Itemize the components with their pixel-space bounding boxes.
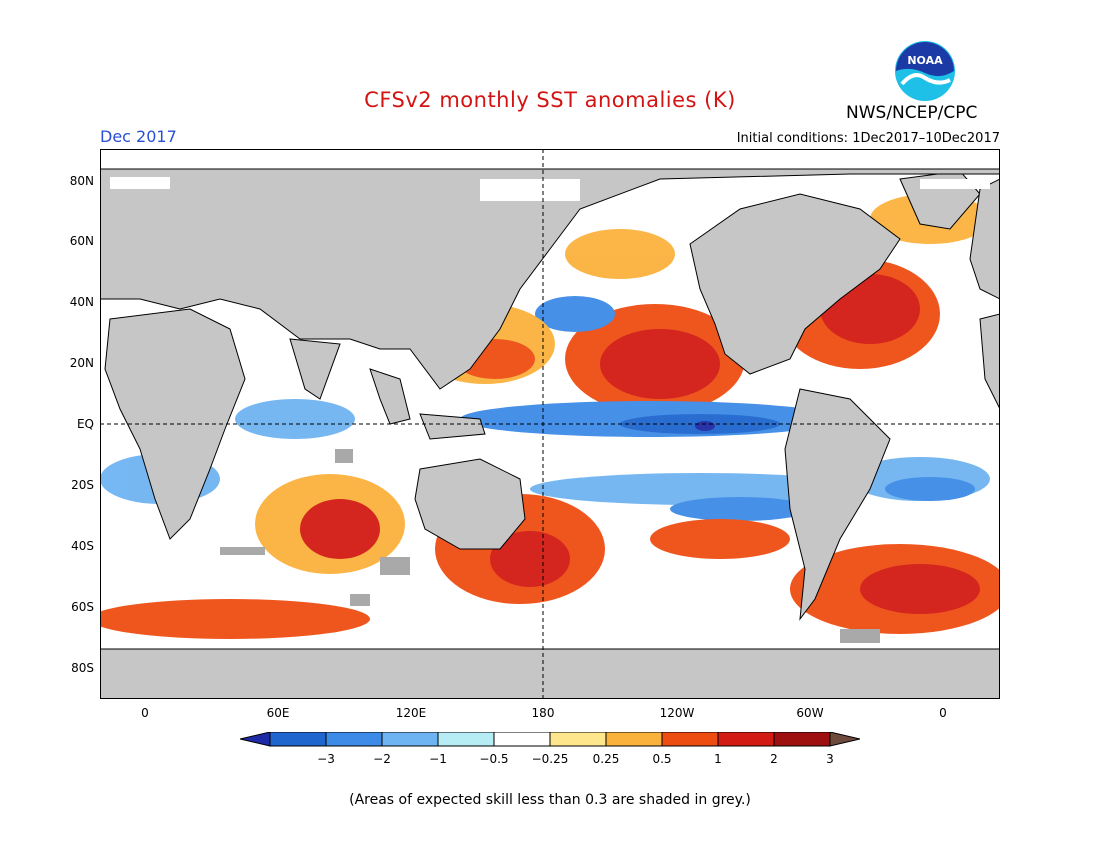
low-skill-patches	[220, 449, 880, 643]
lon-label: 60W	[796, 706, 824, 720]
colorbar-segment	[605, 732, 663, 747]
north-america	[689, 193, 901, 375]
sea-ice-patches	[110, 177, 990, 201]
colorbar-tick-label: 0.25	[592, 752, 620, 766]
lat-label: 80S	[71, 661, 94, 675]
lat-label: 80N	[69, 174, 94, 188]
lon-label: 0	[141, 706, 149, 720]
lon-label: 180	[531, 706, 555, 720]
colorbar-segment	[325, 732, 383, 747]
south-america	[784, 388, 891, 621]
colorbar-segment	[437, 732, 495, 747]
lon-label: 0	[939, 706, 947, 720]
colorbar	[240, 732, 860, 747]
colorbar-tick-label: −1	[429, 752, 447, 766]
colorbar-tick-label: 3	[826, 752, 834, 766]
indonesia	[419, 413, 486, 440]
colorbar-tick-label: −0.5	[479, 752, 509, 766]
colorbar-segment	[269, 732, 327, 747]
lat-label: 60S	[71, 600, 94, 614]
colorbar-segment	[717, 732, 775, 747]
colorbar-segment	[549, 732, 607, 747]
colorbar-tick-label: 1	[714, 752, 722, 766]
lat-label: 40N	[69, 295, 94, 309]
colorbar-tick-label: −0.25	[531, 752, 569, 766]
colorbar-segment	[493, 732, 551, 747]
sst-anomaly-map	[100, 149, 1000, 699]
lat-label: 20S	[71, 478, 94, 492]
colorbar-segment	[661, 732, 719, 747]
europe-wrap	[969, 178, 1000, 300]
colorbar-min-arrow	[240, 732, 271, 747]
noaa-logo-icon: NOAA	[895, 41, 955, 101]
lon-label: 60E	[266, 706, 290, 720]
colorbar-max-arrow	[829, 732, 860, 747]
agency-label: NWS/NCEP/CPC	[846, 103, 978, 123]
svg-text:NOAA: NOAA	[907, 54, 943, 67]
eurasia	[100, 168, 1000, 390]
month-label: Dec 2017	[100, 127, 177, 146]
lat-label: 40S	[71, 539, 94, 553]
lon-label: 120W	[659, 706, 695, 720]
colorbar-tick-label: −3	[317, 752, 335, 766]
lat-label: 60N	[69, 234, 94, 248]
lat-label: 20N	[69, 356, 94, 370]
colorbar-segment	[773, 732, 831, 747]
lat-label: EQ	[76, 417, 94, 431]
antarctica	[100, 648, 1000, 699]
africa	[104, 308, 246, 540]
india	[289, 338, 341, 400]
colorbar-tick-label: 2	[770, 752, 778, 766]
australia	[414, 458, 526, 550]
southeast-asia	[369, 368, 411, 425]
colorbar-tick-label: 0.5	[652, 752, 672, 766]
colorbar-segment	[381, 732, 439, 747]
lon-label: 120E	[395, 706, 427, 720]
initial-conditions: Initial conditions: 1Dec2017–10Dec2017	[736, 131, 1000, 146]
chart-title: CFSv2 monthly SST anomalies (K)	[364, 88, 736, 112]
colorbar-tick-label: −2	[373, 752, 391, 766]
land-masses	[100, 168, 1000, 699]
skill-note: (Areas of expected skill less than 0.3 a…	[349, 792, 751, 808]
africa-wrap	[979, 313, 1000, 410]
